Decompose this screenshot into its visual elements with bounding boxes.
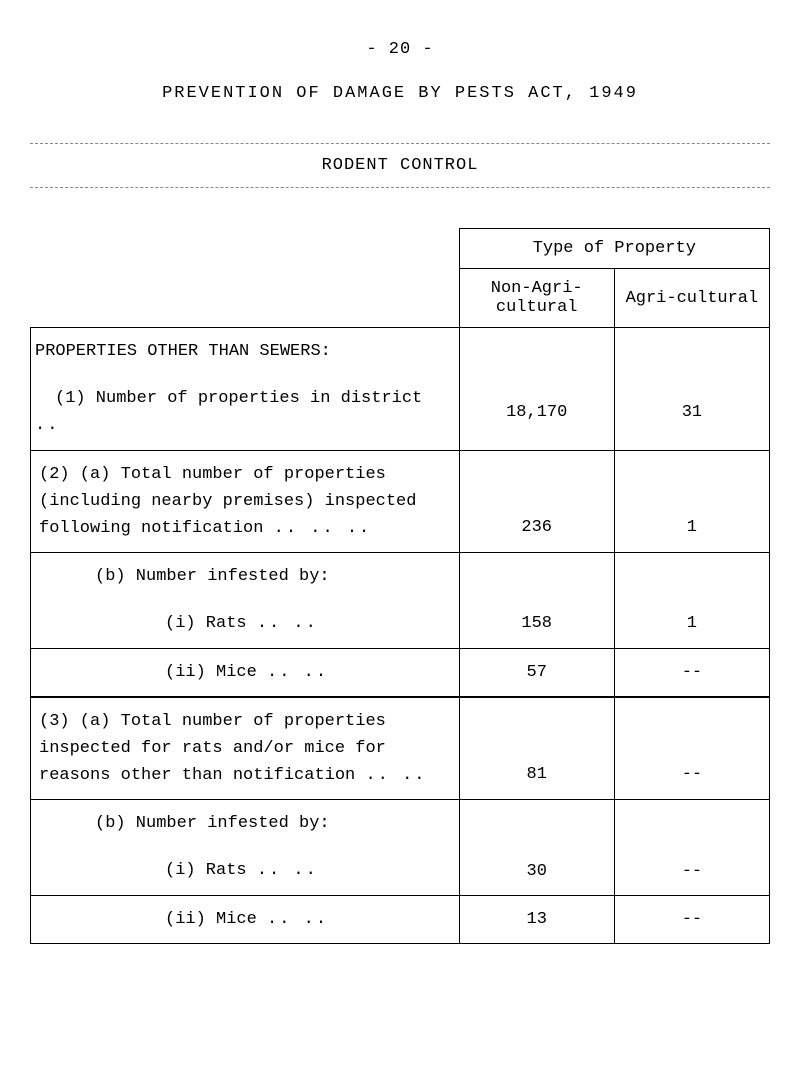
row-2a-agri: 1 bbox=[614, 450, 769, 553]
document-title: PREVENTION OF DAMAGE BY PESTS ACT, 1949 bbox=[30, 84, 770, 103]
row-2b-i-non-agri: 158 bbox=[459, 600, 614, 648]
dots: .. .. bbox=[257, 614, 318, 633]
properties-section-header: PROPERTIES OTHER THAN SEWERS: bbox=[35, 338, 451, 365]
header-type-of-property: Type of Property bbox=[459, 229, 769, 269]
row-1-label: (1) Number of properties in district bbox=[35, 389, 422, 408]
row-3a-non-agri: 81 bbox=[459, 697, 614, 800]
row-2b-ii-non-agri: 57 bbox=[459, 648, 614, 697]
document-subtitle: RODENT CONTROL bbox=[30, 143, 770, 188]
row-2b-i-label: (i) Rats bbox=[35, 614, 247, 633]
dots: .. .. bbox=[267, 910, 328, 929]
dots: .. .. bbox=[267, 663, 328, 682]
dots: .. .. bbox=[365, 766, 426, 785]
page-number: - 20 - bbox=[30, 40, 770, 59]
row-3b-ii-agri: -- bbox=[614, 895, 769, 943]
row-3b-ii-non-agri: 13 bbox=[459, 895, 614, 943]
row-2a-non-agri: 236 bbox=[459, 450, 614, 553]
row-3b-i-non-agri: 30 bbox=[459, 847, 614, 895]
header-non-agricultural: Non-Agri-cultural bbox=[459, 269, 614, 328]
row-2b-ii-agri: -- bbox=[614, 648, 769, 697]
row-3b-i-agri: -- bbox=[614, 847, 769, 895]
row-3b-ii-label: (ii) Mice bbox=[35, 910, 257, 929]
dots: .. bbox=[35, 416, 59, 435]
dots: .. .. .. bbox=[274, 519, 372, 538]
row-1-non-agri: 18,170 bbox=[459, 375, 614, 450]
row-3a-agri: -- bbox=[614, 697, 769, 800]
row-3a-label: (3) (a) Total number of properties inspe… bbox=[39, 712, 386, 785]
row-2b-ii-label: (ii) Mice bbox=[35, 663, 257, 682]
row-3b-i-label: (i) Rats bbox=[35, 861, 247, 880]
header-agricultural: Agri-cultural bbox=[614, 269, 769, 328]
row-1-agri: 31 bbox=[614, 375, 769, 450]
row-2b-label: (b) Number infested by: bbox=[35, 563, 451, 590]
rodent-control-table: Type of Property Non-Agri-cultural Agri-… bbox=[30, 228, 770, 944]
row-2b-i-agri: 1 bbox=[614, 600, 769, 648]
row-3b-label: (b) Number infested by: bbox=[35, 810, 451, 837]
dots: .. .. bbox=[257, 861, 318, 880]
